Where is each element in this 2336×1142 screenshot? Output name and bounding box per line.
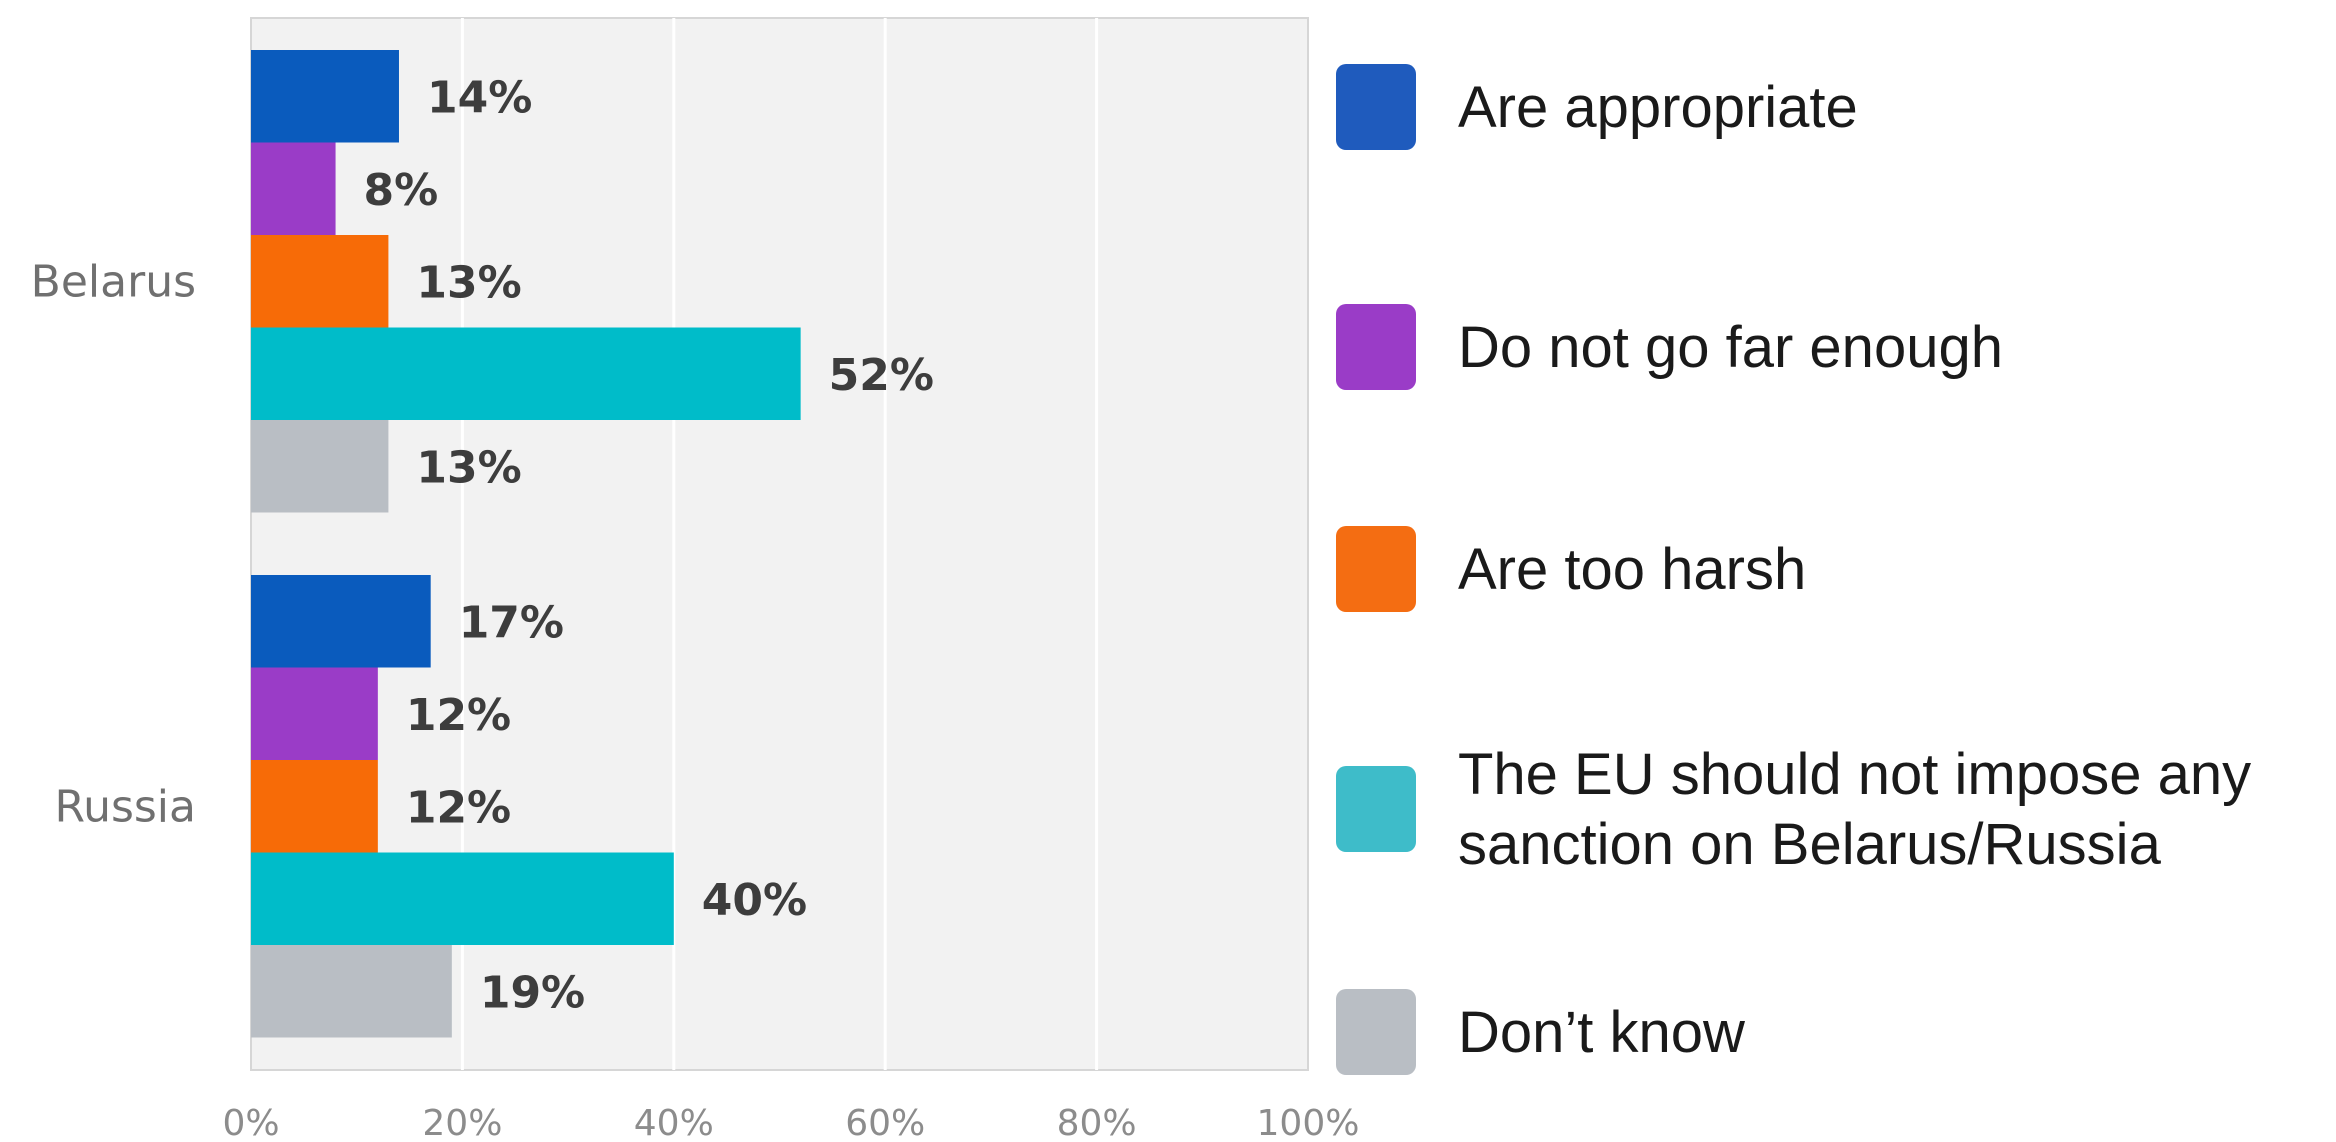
bar xyxy=(251,575,431,668)
data-label: 8% xyxy=(364,165,439,216)
legend-label: Do not go far enough xyxy=(1458,315,2003,380)
data-label: 17% xyxy=(459,597,564,648)
bar xyxy=(251,852,674,945)
legend-swatch xyxy=(1336,64,1416,150)
bar xyxy=(251,235,389,328)
x-tick-label: 80% xyxy=(1057,1103,1137,1142)
category-label: Russia xyxy=(54,781,196,832)
legend-swatch xyxy=(1336,989,1416,1075)
x-tick-labels: 0% 20% 40% 60% 80% 100% xyxy=(222,1103,1359,1142)
legend-label: Are too harsh xyxy=(1458,537,1806,602)
bar xyxy=(251,420,389,513)
bars xyxy=(251,50,801,1038)
data-label: 19% xyxy=(480,967,585,1018)
data-labels: 14% 8% 13% 52% 13% 17% 12% 12% 40% 19% xyxy=(364,72,934,1018)
bar xyxy=(251,760,378,853)
bar xyxy=(251,945,452,1038)
x-tick-label: 40% xyxy=(634,1103,714,1142)
bar xyxy=(251,142,336,235)
legend-swatch xyxy=(1336,526,1416,612)
legend-label: The EU should not impose any sanction on … xyxy=(1458,742,2251,877)
bar xyxy=(251,50,399,143)
x-tick-label: 100% xyxy=(1257,1103,1360,1142)
legend: Are appropriate Do not go far enough Are t… xyxy=(1336,64,2251,1075)
legend-label: Don’t know xyxy=(1458,1000,1746,1065)
x-tick-label: 0% xyxy=(222,1103,279,1142)
legend-swatch xyxy=(1336,304,1416,390)
x-tick-label: 60% xyxy=(845,1103,925,1142)
legend-label: Are appropriate xyxy=(1458,75,1858,140)
bar xyxy=(251,327,801,420)
data-label: 13% xyxy=(416,442,521,493)
category-labels: Belarus Russia xyxy=(31,256,196,832)
data-label: 52% xyxy=(829,350,934,401)
data-label: 40% xyxy=(702,875,807,926)
legend-swatch xyxy=(1336,766,1416,852)
data-label: 13% xyxy=(416,257,521,308)
x-tick-label: 20% xyxy=(422,1103,502,1142)
bar xyxy=(251,667,378,760)
data-label: 12% xyxy=(406,782,511,833)
data-label: 14% xyxy=(427,72,532,123)
category-label: Belarus xyxy=(31,256,196,307)
data-label: 12% xyxy=(406,690,511,741)
